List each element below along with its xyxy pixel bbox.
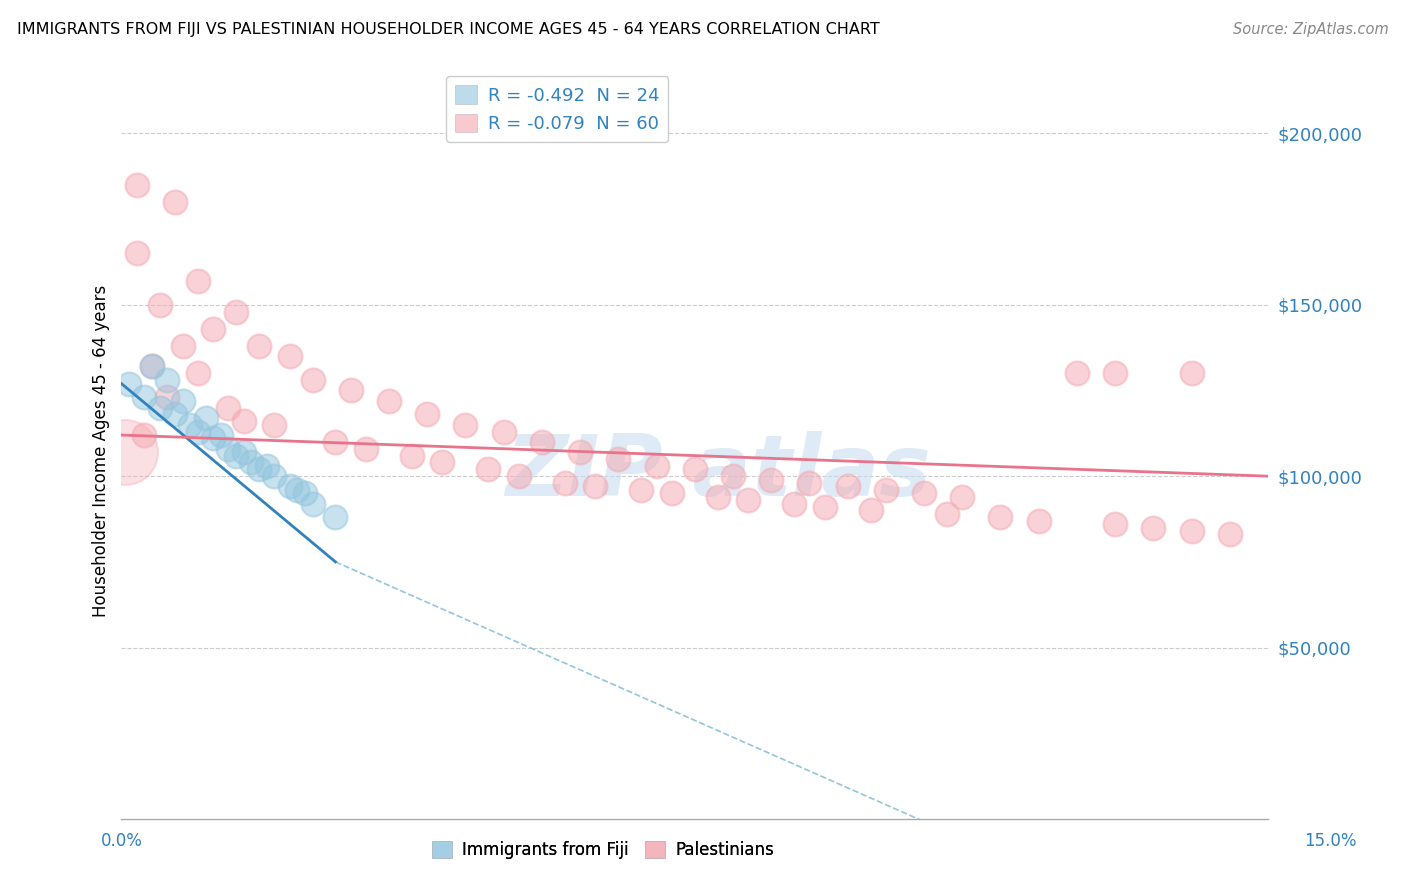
- Point: [194, 410, 217, 425]
- Point: [1219, 527, 1241, 541]
- Point: [1104, 517, 1126, 532]
- Point: [134, 428, 156, 442]
- Point: [607, 452, 630, 467]
- Point: [301, 497, 323, 511]
- Point: [240, 455, 263, 469]
- Point: [172, 339, 194, 353]
- Point: [630, 483, 652, 497]
- Point: [232, 445, 254, 459]
- Point: [187, 367, 209, 381]
- Point: [530, 434, 553, 449]
- Point: [1181, 524, 1204, 538]
- Point: [247, 462, 270, 476]
- Point: [554, 476, 576, 491]
- Point: [814, 500, 837, 514]
- Point: [492, 425, 515, 439]
- Point: [118, 376, 141, 391]
- Point: [950, 490, 973, 504]
- Text: 15.0%: 15.0%: [1305, 832, 1357, 850]
- Point: [912, 486, 935, 500]
- Point: [141, 359, 163, 374]
- Point: [202, 322, 225, 336]
- Point: [172, 393, 194, 408]
- Point: [209, 428, 232, 442]
- Point: [569, 445, 592, 459]
- Point: [263, 417, 285, 432]
- Point: [454, 417, 477, 432]
- Point: [401, 449, 423, 463]
- Point: [263, 469, 285, 483]
- Point: [477, 462, 499, 476]
- Point: [683, 462, 706, 476]
- Text: 0.0%: 0.0%: [101, 832, 143, 850]
- Point: [156, 373, 179, 387]
- Point: [163, 194, 186, 209]
- Point: [583, 479, 606, 493]
- Point: [759, 473, 782, 487]
- Point: [1142, 520, 1164, 534]
- Point: [285, 483, 308, 497]
- Point: [783, 497, 806, 511]
- Point: [278, 479, 301, 493]
- Point: [990, 510, 1012, 524]
- Point: [837, 479, 859, 493]
- Point: [339, 384, 361, 398]
- Point: [141, 359, 163, 374]
- Point: [232, 414, 254, 428]
- Legend: Immigrants from Fiji, Palestinians: Immigrants from Fiji, Palestinians: [426, 835, 780, 866]
- Point: [202, 432, 225, 446]
- Point: [325, 434, 347, 449]
- Point: [163, 408, 186, 422]
- Point: [256, 458, 278, 473]
- Point: [114, 445, 136, 459]
- Point: [225, 304, 247, 318]
- Point: [125, 178, 148, 192]
- Text: IMMIGRANTS FROM FIJI VS PALESTINIAN HOUSEHOLDER INCOME AGES 45 - 64 YEARS CORREL: IMMIGRANTS FROM FIJI VS PALESTINIAN HOUS…: [17, 22, 880, 37]
- Point: [294, 486, 316, 500]
- Point: [432, 455, 454, 469]
- Point: [301, 373, 323, 387]
- Point: [156, 390, 179, 404]
- Y-axis label: Householder Income Ages 45 - 64 years: Householder Income Ages 45 - 64 years: [93, 285, 110, 616]
- Point: [247, 339, 270, 353]
- Point: [1181, 367, 1204, 381]
- Point: [125, 246, 148, 260]
- Point: [187, 274, 209, 288]
- Point: [134, 390, 156, 404]
- Point: [278, 349, 301, 363]
- Point: [799, 476, 821, 491]
- Point: [1104, 367, 1126, 381]
- Text: Source: ZipAtlas.com: Source: ZipAtlas.com: [1233, 22, 1389, 37]
- Point: [354, 442, 377, 456]
- Point: [661, 486, 683, 500]
- Point: [378, 393, 401, 408]
- Point: [217, 401, 239, 415]
- Point: [217, 442, 239, 456]
- Point: [737, 493, 759, 508]
- Point: [645, 458, 668, 473]
- Point: [508, 469, 530, 483]
- Point: [1066, 367, 1088, 381]
- Point: [149, 401, 172, 415]
- Point: [149, 298, 172, 312]
- Point: [1028, 514, 1050, 528]
- Point: [225, 449, 247, 463]
- Point: [721, 469, 744, 483]
- Point: [936, 507, 959, 521]
- Point: [179, 417, 201, 432]
- Point: [859, 503, 882, 517]
- Point: [706, 490, 728, 504]
- Point: [325, 510, 347, 524]
- Point: [187, 425, 209, 439]
- Point: [875, 483, 897, 497]
- Point: [416, 408, 439, 422]
- Text: ZIP atlas: ZIP atlas: [505, 431, 931, 514]
